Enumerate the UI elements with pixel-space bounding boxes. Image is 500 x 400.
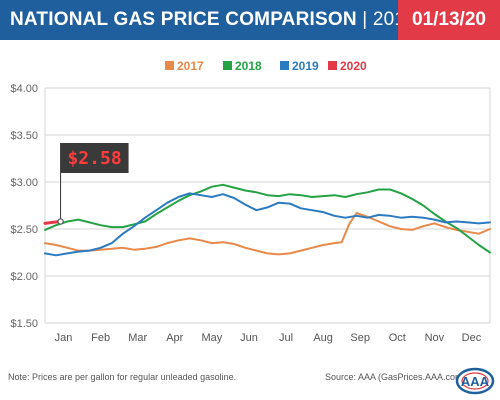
series-line-2019 [44, 192, 491, 257]
gas-price-chart: 2017 2018 2019 2020 $4.00 $3.50 $3.00 $2.50 $2.0… [10, 59, 491, 344]
footer-source: Source: AAA (GasPrices.AAA.com) [325, 372, 466, 382]
x-tick-label: Apr [166, 332, 183, 344]
title-separator: | [362, 9, 368, 30]
current-price-marker [57, 218, 64, 225]
legend-label-2020: 2020 [340, 59, 367, 73]
legend-swatch-2020 [328, 61, 337, 70]
x-tick-label: Jun [240, 332, 258, 344]
svg-text:AAA: AAA [461, 374, 490, 389]
legend-label-2018: 2018 [235, 59, 262, 73]
y-tick-label: $2.00 [10, 271, 38, 283]
x-tick-label: Jan [55, 332, 73, 344]
y-tick-label: $4.00 [10, 83, 38, 95]
y-tick-label: $3.50 [10, 130, 38, 142]
footer-note: Note: Prices are per gallon for regular … [8, 372, 237, 382]
x-tick-label: Sep [350, 332, 370, 344]
x-tick-label: Nov [425, 332, 445, 344]
date-badge: 01/13/20 [398, 0, 500, 40]
series-line-2017 [44, 212, 491, 256]
x-tick-label: Mar [128, 332, 147, 344]
y-tick-label: $2.50 [10, 224, 38, 236]
legend-label-2019: 2019 [292, 59, 319, 73]
callout-price: $2.58 [67, 148, 121, 169]
x-tick-label: Dec [462, 332, 482, 344]
legend-swatch-2017 [165, 61, 174, 70]
x-tick-label: May [201, 332, 222, 344]
y-tick-label: $3.00 [10, 177, 38, 189]
x-tick-label: Feb [91, 332, 110, 344]
x-tick-label: Jul [279, 332, 293, 344]
legend-swatch-2019 [280, 61, 289, 70]
legend-swatch-2018 [223, 61, 232, 70]
x-tick-label: Aug [313, 332, 333, 344]
series-line-2018 [44, 183, 491, 254]
header-bar: NATIONAL GAS PRICE COMPARISON | 2017-202… [0, 0, 500, 40]
callout-box [60, 143, 129, 173]
title-main: NATIONAL GAS PRICE COMPARISON [10, 9, 357, 30]
legend-label-2017: 2017 [177, 59, 204, 73]
aaa-logo: AAA [455, 367, 495, 395]
x-tick-label: Oct [389, 332, 406, 344]
y-tick-label: $1.50 [10, 318, 38, 330]
